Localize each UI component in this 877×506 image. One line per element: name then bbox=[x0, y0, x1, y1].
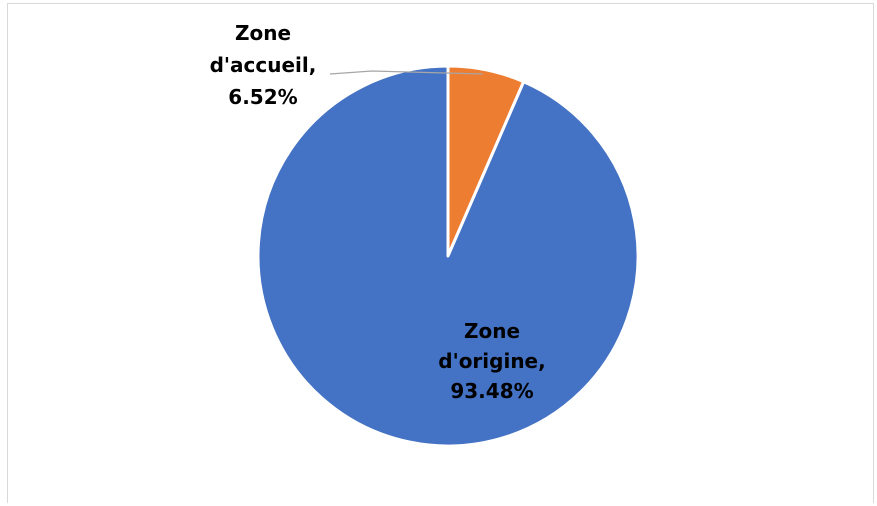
data-label-line: 93.48% bbox=[450, 379, 533, 403]
data-label-line: Zone bbox=[235, 21, 291, 45]
data-label-zone-d-accueil: Zone d'accueil, 6.52% bbox=[210, 21, 317, 109]
data-label-line: 6.52% bbox=[228, 85, 297, 109]
data-label-line: Zone bbox=[464, 319, 520, 343]
data-label-line: d'accueil, bbox=[210, 53, 317, 77]
pie-slice-zone-d-origine bbox=[256, 64, 640, 448]
data-label-zone-d-origine: Zone d'origine, 93.48% bbox=[438, 319, 545, 403]
chart-frame bbox=[7, 3, 874, 503]
leader-line-zone-accueil bbox=[329, 70, 483, 75]
data-label-line: d'origine, bbox=[438, 349, 545, 373]
